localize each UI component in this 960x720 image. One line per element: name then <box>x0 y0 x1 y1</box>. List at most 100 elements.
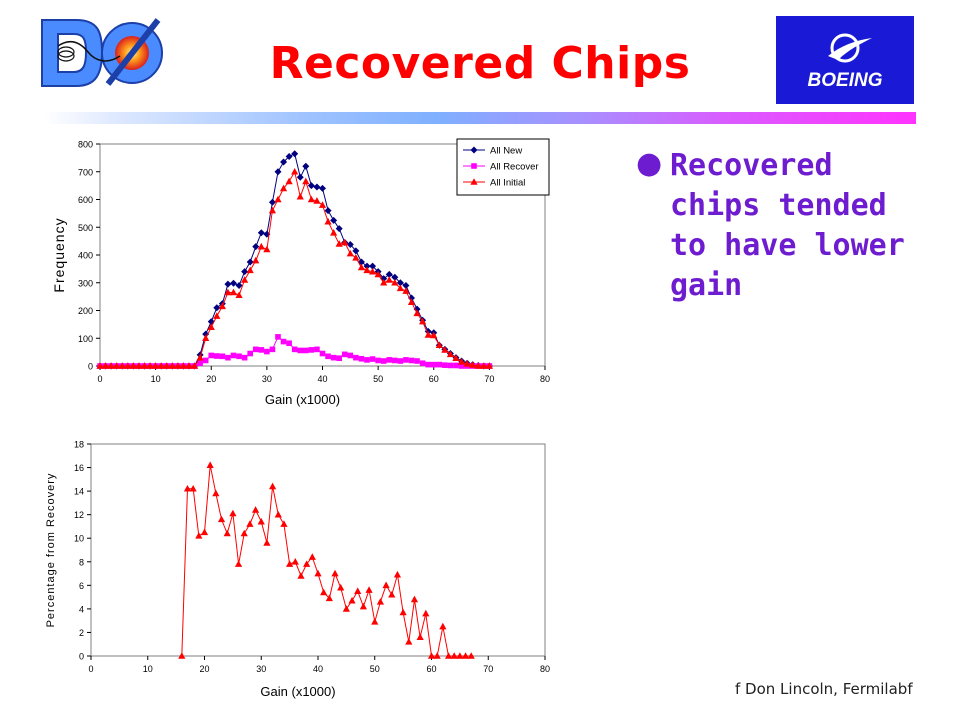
data-point <box>101 362 110 369</box>
data-point <box>285 177 293 185</box>
data-point <box>307 195 315 203</box>
data-point <box>353 354 359 361</box>
data-point <box>419 317 427 325</box>
x-tick-label: 30 <box>256 664 266 674</box>
data-point <box>368 267 377 275</box>
data-point <box>380 278 388 286</box>
data-point <box>223 529 231 537</box>
data-point <box>358 355 365 362</box>
data-point <box>241 354 248 361</box>
x-tick-label: 80 <box>540 374 550 384</box>
data-point <box>408 357 415 364</box>
data-point <box>374 270 382 278</box>
data-point <box>241 268 249 276</box>
data-point <box>202 334 210 342</box>
x-tick-label: 20 <box>206 374 216 384</box>
data-point <box>251 506 260 513</box>
data-point <box>397 358 404 364</box>
data-point <box>330 216 338 224</box>
data-point <box>335 240 343 247</box>
data-point <box>414 358 420 364</box>
data-point <box>419 360 426 367</box>
data-point <box>124 362 132 369</box>
data-point <box>229 509 237 517</box>
data-point <box>446 350 455 358</box>
data-point <box>230 352 237 359</box>
data-point <box>341 351 348 358</box>
data-point <box>308 553 316 560</box>
data-point <box>405 638 413 645</box>
y-tick-label: 12 <box>74 510 84 520</box>
data-point <box>325 353 331 360</box>
data-point <box>396 279 404 287</box>
data-point <box>364 357 370 363</box>
data-point <box>365 586 373 593</box>
x-tick-label: 0 <box>97 374 102 384</box>
data-point <box>129 362 137 369</box>
data-point <box>178 652 186 659</box>
data-point <box>252 346 259 353</box>
data-point <box>407 298 416 305</box>
data-point <box>240 529 248 537</box>
x-tick-label: 20 <box>199 664 209 674</box>
y-tick-label: 6 <box>79 581 84 591</box>
data-point <box>291 167 299 175</box>
bullet-text: Recovered chips tended to have lower gai… <box>670 148 905 303</box>
data-point <box>185 362 193 369</box>
data-point <box>274 195 282 203</box>
data-point <box>385 270 393 278</box>
x-tick-label: 70 <box>483 664 493 674</box>
data-point <box>393 570 402 578</box>
data-point <box>342 605 350 612</box>
data-point <box>268 206 277 214</box>
data-point <box>207 323 215 330</box>
data-point <box>436 361 443 368</box>
x-tick-label: 50 <box>370 664 380 674</box>
x-tick-label: 50 <box>373 374 383 384</box>
data-point <box>213 304 221 312</box>
data-point <box>212 489 220 497</box>
boeing-logo-mark: BOEING <box>808 33 883 91</box>
data-point <box>447 362 454 369</box>
data-point <box>430 361 437 368</box>
data-point <box>308 347 315 353</box>
data-point <box>347 352 354 359</box>
data-point <box>302 177 310 185</box>
data-point <box>213 312 221 319</box>
y-tick-label: 400 <box>78 251 93 261</box>
data-point <box>380 358 387 364</box>
data-point <box>229 288 238 296</box>
y-tick-label: 10 <box>74 534 84 544</box>
d0-logo <box>41 18 163 87</box>
data-point <box>313 197 321 204</box>
data-point <box>319 350 326 357</box>
data-point <box>480 362 488 369</box>
data-point <box>217 515 226 523</box>
data-point <box>369 356 376 362</box>
data-point <box>113 362 121 369</box>
data-point <box>320 588 328 596</box>
data-point <box>335 225 343 233</box>
data-point <box>252 243 260 251</box>
y-tick-label: 16 <box>74 463 84 473</box>
data-point <box>225 354 231 361</box>
y-tick-label: 0 <box>79 652 84 662</box>
data-point <box>297 347 304 354</box>
data-point <box>291 150 299 158</box>
y-tick-label: 2 <box>79 628 84 638</box>
y-tick-label: 18 <box>74 440 84 450</box>
data-point <box>402 282 410 290</box>
data-point <box>341 238 349 246</box>
data-point <box>457 358 466 365</box>
x-tick-label: 30 <box>262 374 272 384</box>
data-point <box>348 596 356 604</box>
data-point <box>371 618 379 625</box>
data-point <box>396 284 404 292</box>
data-point <box>346 249 354 257</box>
data-point <box>280 520 288 527</box>
y-tick-label: 100 <box>78 334 93 344</box>
data-point <box>140 362 149 369</box>
data-point <box>392 357 398 364</box>
legend-marker <box>470 178 478 185</box>
data-point <box>163 362 171 369</box>
